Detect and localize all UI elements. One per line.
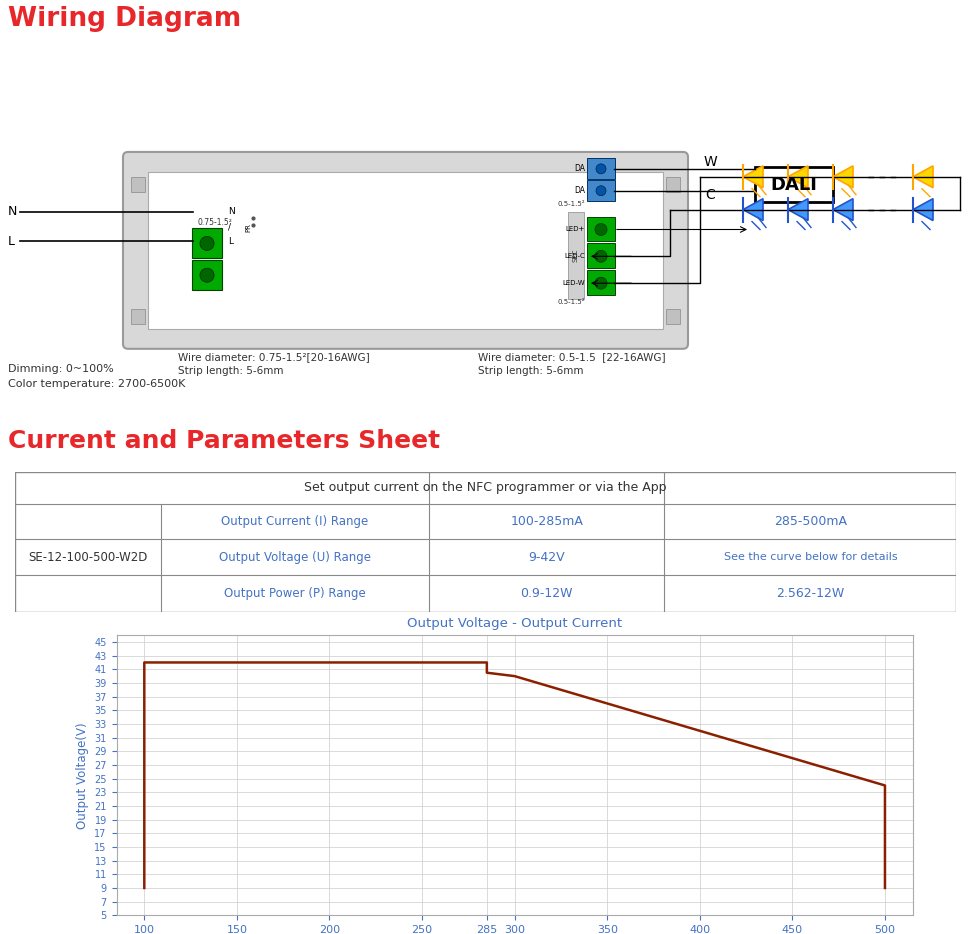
Text: See the curve below for details: See the curve below for details bbox=[723, 552, 897, 562]
FancyBboxPatch shape bbox=[587, 179, 615, 201]
Text: 0.75-1.5²: 0.75-1.5² bbox=[197, 218, 232, 227]
Text: 9-42V: 9-42V bbox=[528, 551, 565, 563]
Text: Wiring Diagram: Wiring Diagram bbox=[8, 7, 241, 32]
Text: W: W bbox=[703, 155, 717, 169]
Polygon shape bbox=[788, 166, 808, 188]
Polygon shape bbox=[833, 166, 853, 188]
Text: LED-C: LED-C bbox=[564, 253, 585, 260]
Circle shape bbox=[595, 277, 607, 290]
Text: /: / bbox=[228, 222, 231, 231]
Circle shape bbox=[596, 163, 606, 174]
Text: Output Power (P) Range: Output Power (P) Range bbox=[224, 587, 366, 600]
Circle shape bbox=[200, 268, 214, 282]
Polygon shape bbox=[833, 199, 853, 220]
Bar bbox=[666, 177, 680, 191]
Text: SE-12-100-500-W2D: SE-12-100-500-W2D bbox=[28, 551, 148, 564]
FancyBboxPatch shape bbox=[192, 261, 222, 290]
Text: 285-500mA: 285-500mA bbox=[774, 515, 847, 528]
Text: Current and Parameters Sheet: Current and Parameters Sheet bbox=[8, 430, 440, 453]
Circle shape bbox=[595, 223, 607, 235]
FancyBboxPatch shape bbox=[192, 229, 222, 259]
FancyBboxPatch shape bbox=[123, 152, 688, 348]
FancyBboxPatch shape bbox=[587, 270, 615, 295]
Polygon shape bbox=[743, 199, 763, 220]
Text: 0.5-1.5²: 0.5-1.5² bbox=[557, 299, 585, 305]
Text: Output Voltage (U) Range: Output Voltage (U) Range bbox=[218, 551, 371, 563]
Circle shape bbox=[200, 236, 214, 250]
Text: L: L bbox=[8, 235, 15, 248]
FancyBboxPatch shape bbox=[587, 158, 615, 178]
Bar bbox=[568, 212, 584, 299]
Text: Wire diameter: 0.75-1.5²[20-16AWG]
Strip length: 5-6mm: Wire diameter: 0.75-1.5²[20-16AWG] Strip… bbox=[178, 352, 370, 375]
Polygon shape bbox=[743, 166, 763, 188]
Text: Output Current (I) Range: Output Current (I) Range bbox=[221, 515, 368, 528]
Text: PR: PR bbox=[245, 223, 251, 232]
Text: DALI Connection: DALI Connection bbox=[17, 67, 132, 80]
Text: 0.9-12W: 0.9-12W bbox=[520, 587, 573, 600]
Bar bbox=[131, 177, 145, 191]
Bar bbox=[131, 309, 145, 324]
Text: 0.5-1.5²: 0.5-1.5² bbox=[557, 201, 585, 206]
Polygon shape bbox=[913, 199, 933, 220]
Text: LED+: LED+ bbox=[566, 226, 585, 233]
Text: L: L bbox=[228, 237, 233, 246]
Circle shape bbox=[595, 250, 607, 262]
Title: Output Voltage - Output Current: Output Voltage - Output Current bbox=[407, 616, 622, 630]
Text: C: C bbox=[705, 188, 715, 202]
Y-axis label: Output Voltage(V): Output Voltage(V) bbox=[76, 722, 88, 828]
Text: 2.562-12W: 2.562-12W bbox=[777, 587, 845, 600]
Text: N: N bbox=[8, 205, 17, 219]
Text: LED-W: LED-W bbox=[562, 280, 585, 286]
Text: Set output current on the NFC programmer or via the App: Set output current on the NFC programmer… bbox=[304, 481, 667, 494]
Text: Wire diameter: 0.5-1.5  [22-16AWG]
Strip length: 5-6mm: Wire diameter: 0.5-1.5 [22-16AWG] Strip … bbox=[478, 352, 666, 375]
Text: SEC: SEC bbox=[573, 248, 579, 262]
Text: DA: DA bbox=[574, 164, 585, 174]
Text: Dimming: 0~100%
Color temperature: 2700-6500K: Dimming: 0~100% Color temperature: 2700-… bbox=[8, 364, 185, 389]
Text: DALI: DALI bbox=[771, 176, 818, 193]
Bar bbox=[666, 309, 680, 324]
Bar bbox=[755, 167, 833, 202]
FancyBboxPatch shape bbox=[587, 244, 615, 268]
Polygon shape bbox=[913, 166, 933, 188]
Text: 100-285mA: 100-285mA bbox=[511, 515, 584, 528]
FancyBboxPatch shape bbox=[587, 217, 615, 241]
Bar bbox=[148, 172, 663, 329]
Text: DA: DA bbox=[574, 186, 585, 195]
Polygon shape bbox=[788, 199, 808, 220]
Text: N: N bbox=[228, 207, 235, 216]
Circle shape bbox=[596, 186, 606, 196]
